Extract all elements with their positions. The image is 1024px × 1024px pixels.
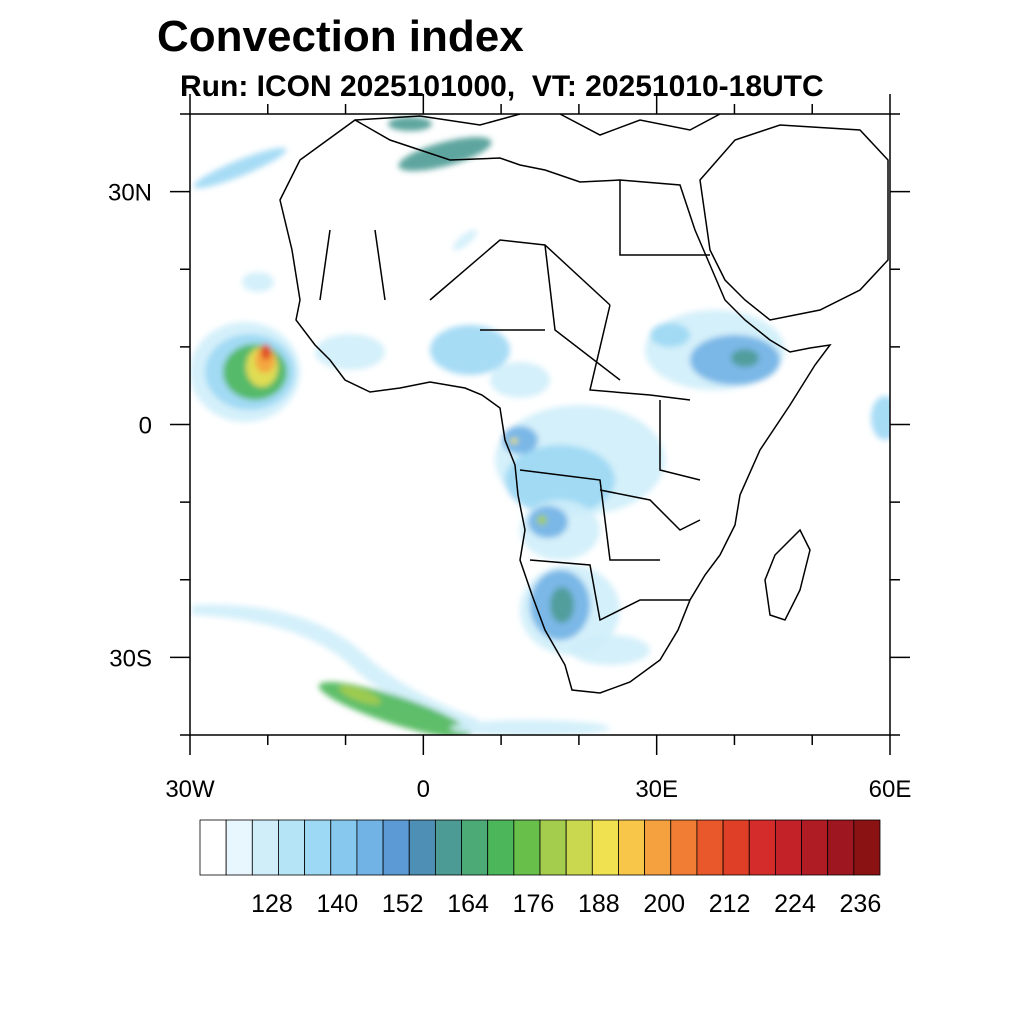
colorbar-box (487, 819, 515, 876)
colorbar-label: 128 (251, 890, 293, 918)
colorbar-label: 224 (774, 890, 816, 918)
lat-tick-label: 30N (108, 180, 152, 207)
colorbar-label: 140 (316, 890, 358, 918)
lon-tick-label: 30W (165, 776, 215, 803)
colorbar-box (408, 819, 436, 876)
colorbar-box (461, 819, 489, 876)
map-title: Convection index (157, 12, 524, 61)
colorbar-box (434, 819, 462, 876)
map-subtitle: Run: ICON 2025101000, VT: 20251010-18UTC (180, 70, 824, 103)
colorbar-box (330, 819, 358, 876)
tick-marks (170, 94, 910, 755)
colorbar-box (696, 819, 724, 876)
tick-labels: 30W 0 30E 60E 30N 0 30S (108, 180, 911, 803)
sahara-streak (453, 229, 477, 251)
colorbar-box (722, 819, 750, 876)
colorbar (199, 819, 881, 876)
colorbar-box (670, 819, 698, 876)
ethiopia-teal (731, 349, 759, 367)
colorbar-box (853, 819, 881, 876)
lon-tick-label: 0 (417, 776, 430, 803)
colorbar-label: 152 (382, 890, 424, 918)
west-africa-patch (315, 334, 385, 370)
lon-tick-label: 60E (869, 776, 912, 803)
congo-blue (505, 445, 615, 515)
colorbar-box (565, 819, 593, 876)
lat-tick-label: 0 (139, 413, 152, 440)
north-band-3 (388, 117, 432, 131)
madagascar (764, 528, 811, 621)
north-band-2 (193, 147, 287, 189)
convection-field (190, 117, 890, 735)
border-1 (319, 180, 710, 622)
lon-tick-label: 30E (635, 776, 678, 803)
south-africa-patch (570, 635, 650, 665)
indian-ocean-patch (871, 396, 890, 440)
angola-core (537, 515, 547, 525)
atlantic-convection-core (261, 344, 271, 360)
colorbar-box (644, 819, 672, 876)
colorbar-label: 188 (578, 890, 620, 918)
colorbar-box (748, 819, 776, 876)
colorbar-box (774, 819, 802, 876)
colorbar-box (618, 819, 646, 876)
colorbar-label: 236 (840, 890, 882, 918)
chad-patch (490, 362, 550, 398)
colorbar-box (199, 819, 227, 876)
lat-tick-label: 30S (109, 645, 152, 672)
south-atlantic-light (450, 720, 610, 735)
colorbar-box (801, 819, 829, 876)
colorbar-box (539, 819, 567, 876)
nigeria-patch (430, 325, 510, 375)
colorbar-box (225, 819, 253, 876)
colorbar-label: 212 (709, 890, 751, 918)
europe-coastline (354, 114, 721, 136)
coastlines (279, 114, 889, 694)
colorbar-label: 164 (447, 890, 489, 918)
namibia-teal (550, 587, 574, 623)
morocco-patch (242, 272, 274, 292)
sudan-patch (650, 323, 690, 347)
angola-blue (528, 506, 568, 538)
colorbar-box (382, 819, 410, 876)
colorbar-box (356, 819, 384, 876)
colorbar-box (513, 819, 541, 876)
colorbar-label: 200 (643, 890, 685, 918)
gabon-patch (502, 426, 538, 454)
south-atlantic-lime (339, 685, 381, 705)
gabon-core (510, 438, 518, 444)
north-band-1 (398, 137, 492, 171)
colorbar-label: 176 (513, 890, 555, 918)
colorbar-box (304, 819, 332, 876)
arabian-coastline (699, 124, 889, 321)
colorbar-box (591, 819, 619, 876)
south-atlantic-band-1 (192, 604, 480, 730)
colorbar-box (278, 819, 306, 876)
colorbar-labels: 128 140 152 164 176 188 200 212 224 236 (251, 890, 881, 918)
africa-coastline (279, 119, 832, 694)
colorbar-box (251, 819, 279, 876)
colorbar-box (827, 819, 855, 876)
